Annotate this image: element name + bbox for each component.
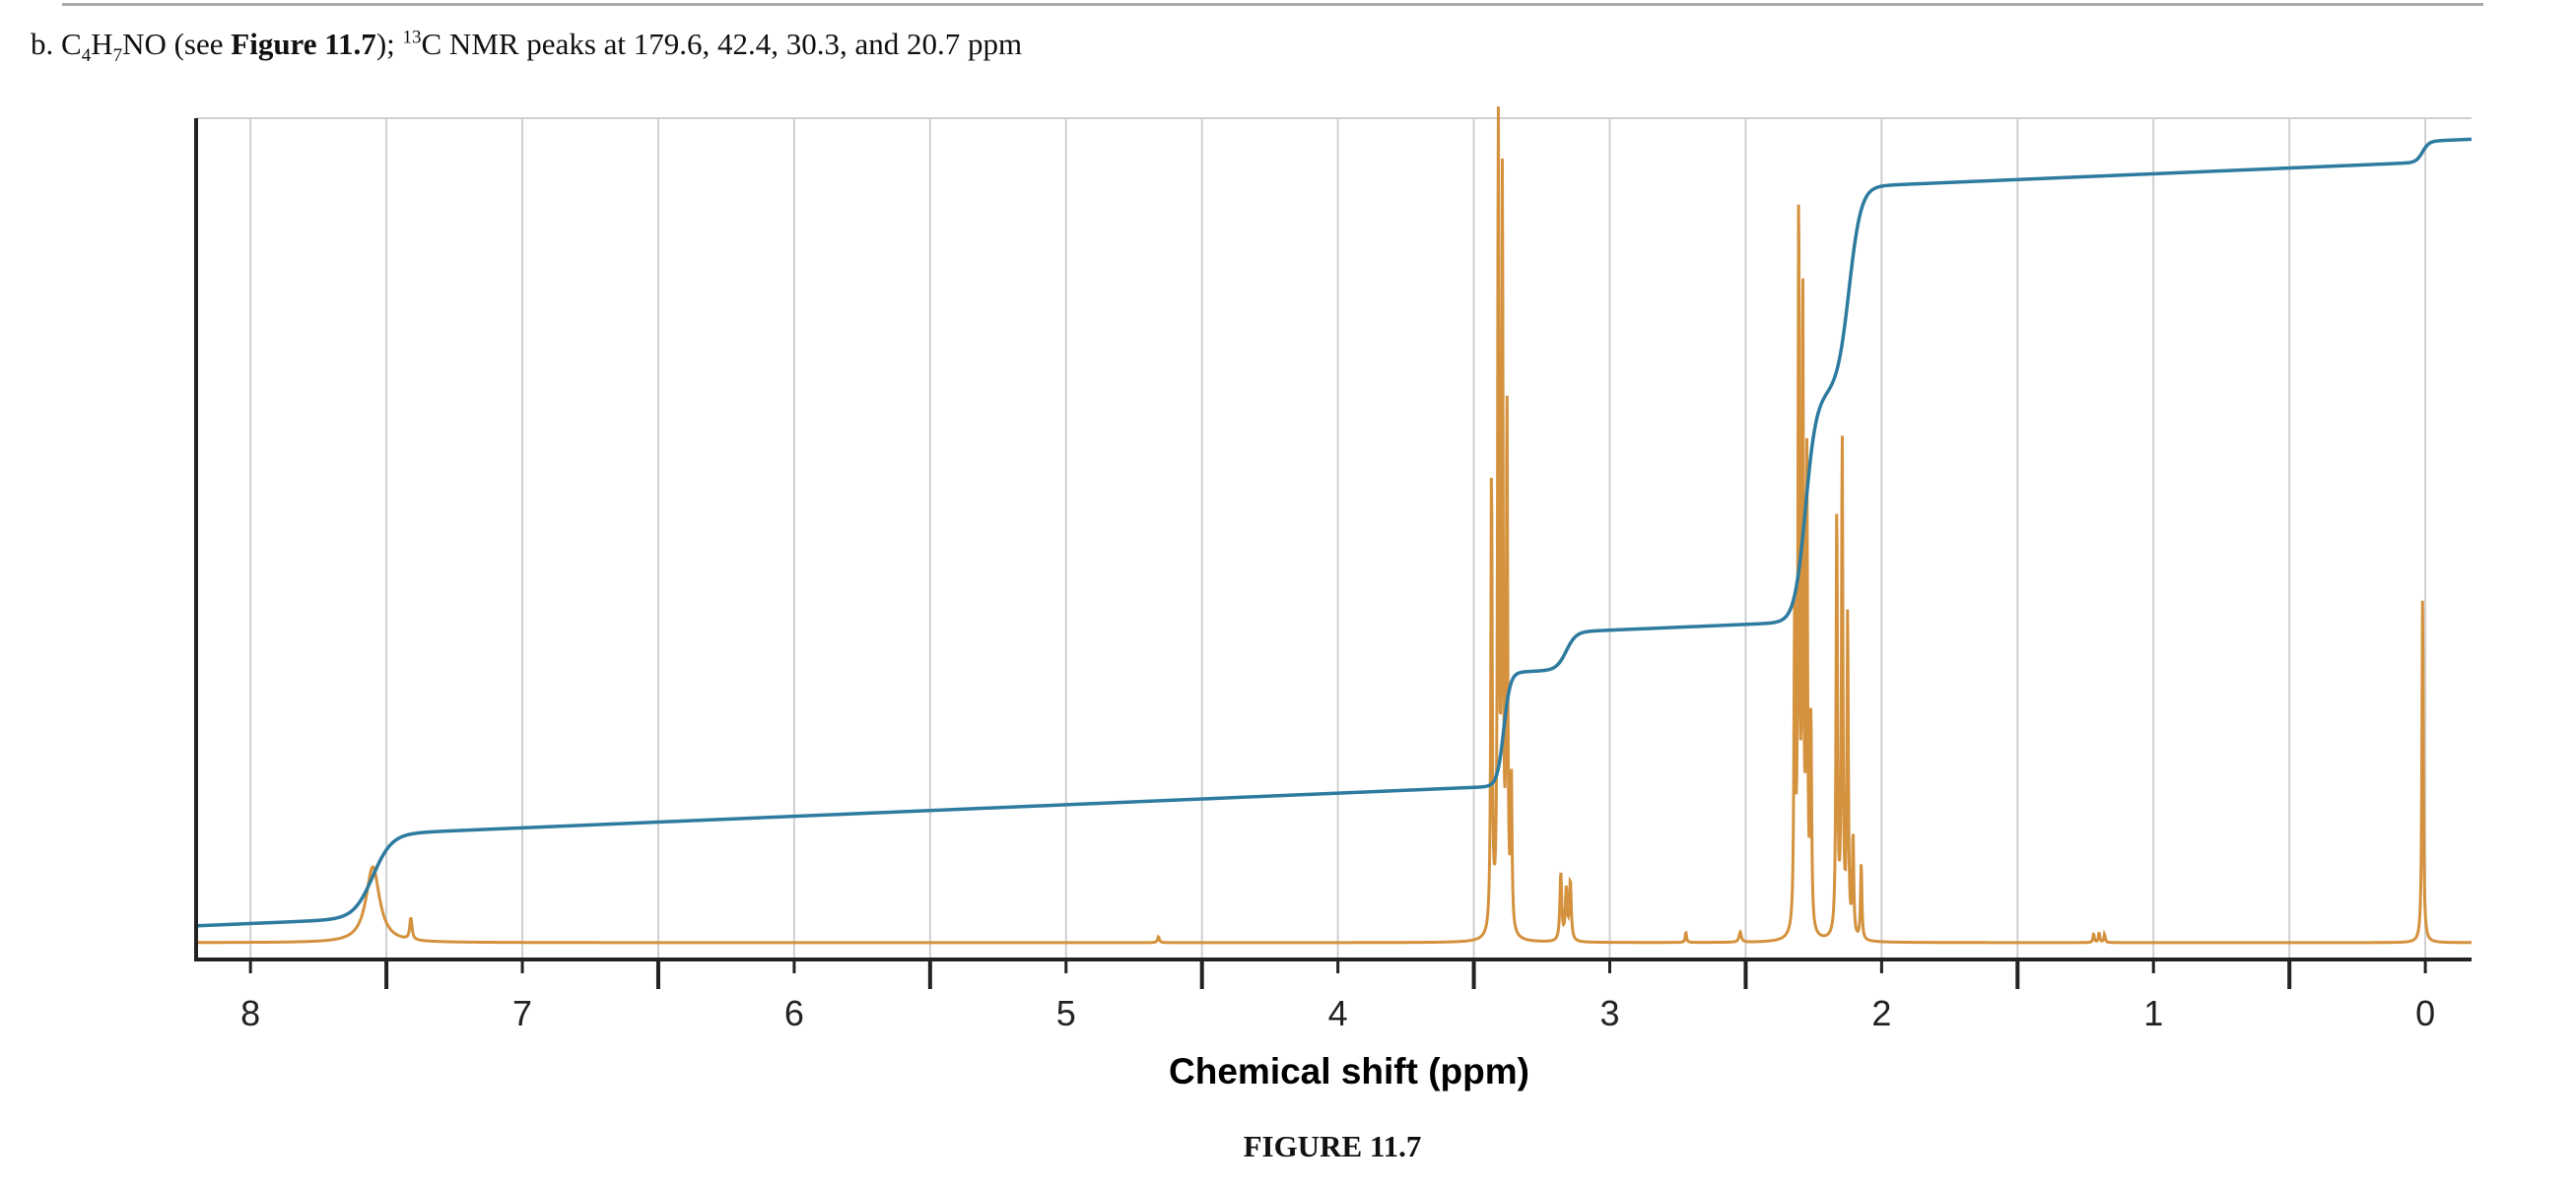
spectrum-trace: [196, 106, 2472, 945]
isotope-superscript: 13: [402, 27, 422, 48]
problem-statement: b. C4H7NO (see Figure 11.7); 13C NMR pea…: [31, 25, 1023, 67]
top-divider: [62, 3, 2483, 6]
formula-rest: NO (see: [122, 27, 232, 61]
figure-reference: Figure 11.7: [231, 27, 376, 61]
x-tick-label: 7: [512, 993, 532, 1033]
integral-curve: [195, 137, 2473, 928]
formula-subscript-hydrogen: 7: [112, 45, 123, 67]
x-axis-title: Chemical shift (ppm): [1169, 1051, 1529, 1091]
nmr-peaks-text: C NMR peaks at 179.6, 42.4, 30.3, and 20…: [421, 27, 1023, 61]
formula-prefix: b. C: [31, 27, 82, 61]
x-tick-label: 0: [2415, 993, 2435, 1033]
reference-close: );: [375, 27, 403, 61]
x-tick-label: 1: [2143, 993, 2163, 1033]
x-axis-tick-labels: 8 7 6 5 4 3 2 1 0: [240, 993, 2435, 1033]
x-tick-label: 6: [784, 993, 804, 1033]
formula-subscript-carbon: 4: [81, 45, 92, 67]
x-tick-label: 2: [1871, 993, 1891, 1033]
grid-lines: [249, 118, 2427, 959]
x-tick-label: 8: [240, 993, 260, 1033]
nmr-spectrum-chart: 8 7 6 5 4 3 2 1 0 Chemical shift (ppm): [194, 106, 2473, 1091]
x-tick-label: 3: [1599, 993, 1619, 1033]
x-axis-ticks: [248, 959, 2427, 989]
figure-caption: FIGURE 11.7: [1243, 1129, 1422, 1163]
formula-hydrogen: H: [91, 27, 113, 61]
x-tick-label: 4: [1328, 993, 1348, 1033]
x-tick-label: 5: [1056, 993, 1076, 1033]
